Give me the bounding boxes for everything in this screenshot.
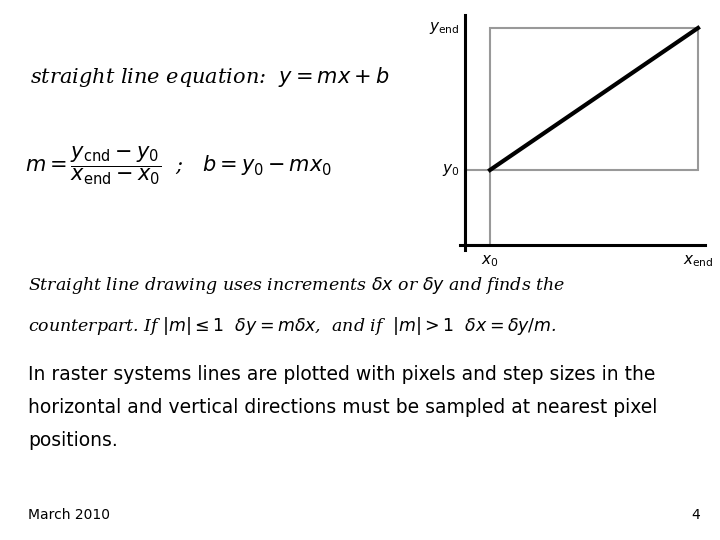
Text: positions.: positions. xyxy=(28,431,118,450)
Text: March 2010: March 2010 xyxy=(28,508,110,522)
Text: $y_0$: $y_0$ xyxy=(443,162,460,178)
Text: straight line equation:  $y = mx + b$: straight line equation: $y = mx + b$ xyxy=(30,65,390,89)
Text: $y_{\mathrm{end}}$: $y_{\mathrm{end}}$ xyxy=(429,20,460,36)
Text: horizontal and vertical directions must be sampled at nearest pixel: horizontal and vertical directions must … xyxy=(28,398,657,417)
Text: Straight line drawing uses increments $\delta x$ or $\delta y$ and finds the: Straight line drawing uses increments $\… xyxy=(28,275,565,296)
Text: $x_{\mathrm{end}}$: $x_{\mathrm{end}}$ xyxy=(683,253,714,269)
Text: 4: 4 xyxy=(691,508,700,522)
Text: counterpart. If $|m|\leq 1$  $\delta y = m\delta x$,  and if  $|m|>1$  $\delta x: counterpart. If $|m|\leq 1$ $\delta y = … xyxy=(28,315,557,337)
Text: $m = \dfrac{y_{\mathrm{cnd}} - y_0}{x_{\mathrm{end}} - x_0}$  ;   $b = y_0 - mx_: $m = \dfrac{y_{\mathrm{cnd}} - y_0}{x_{\… xyxy=(25,145,332,187)
Bar xyxy=(465,170,490,245)
Text: $x_0$: $x_0$ xyxy=(481,253,499,269)
Text: In raster systems lines are plotted with pixels and step sizes in the: In raster systems lines are plotted with… xyxy=(28,365,655,384)
Bar xyxy=(490,28,698,170)
